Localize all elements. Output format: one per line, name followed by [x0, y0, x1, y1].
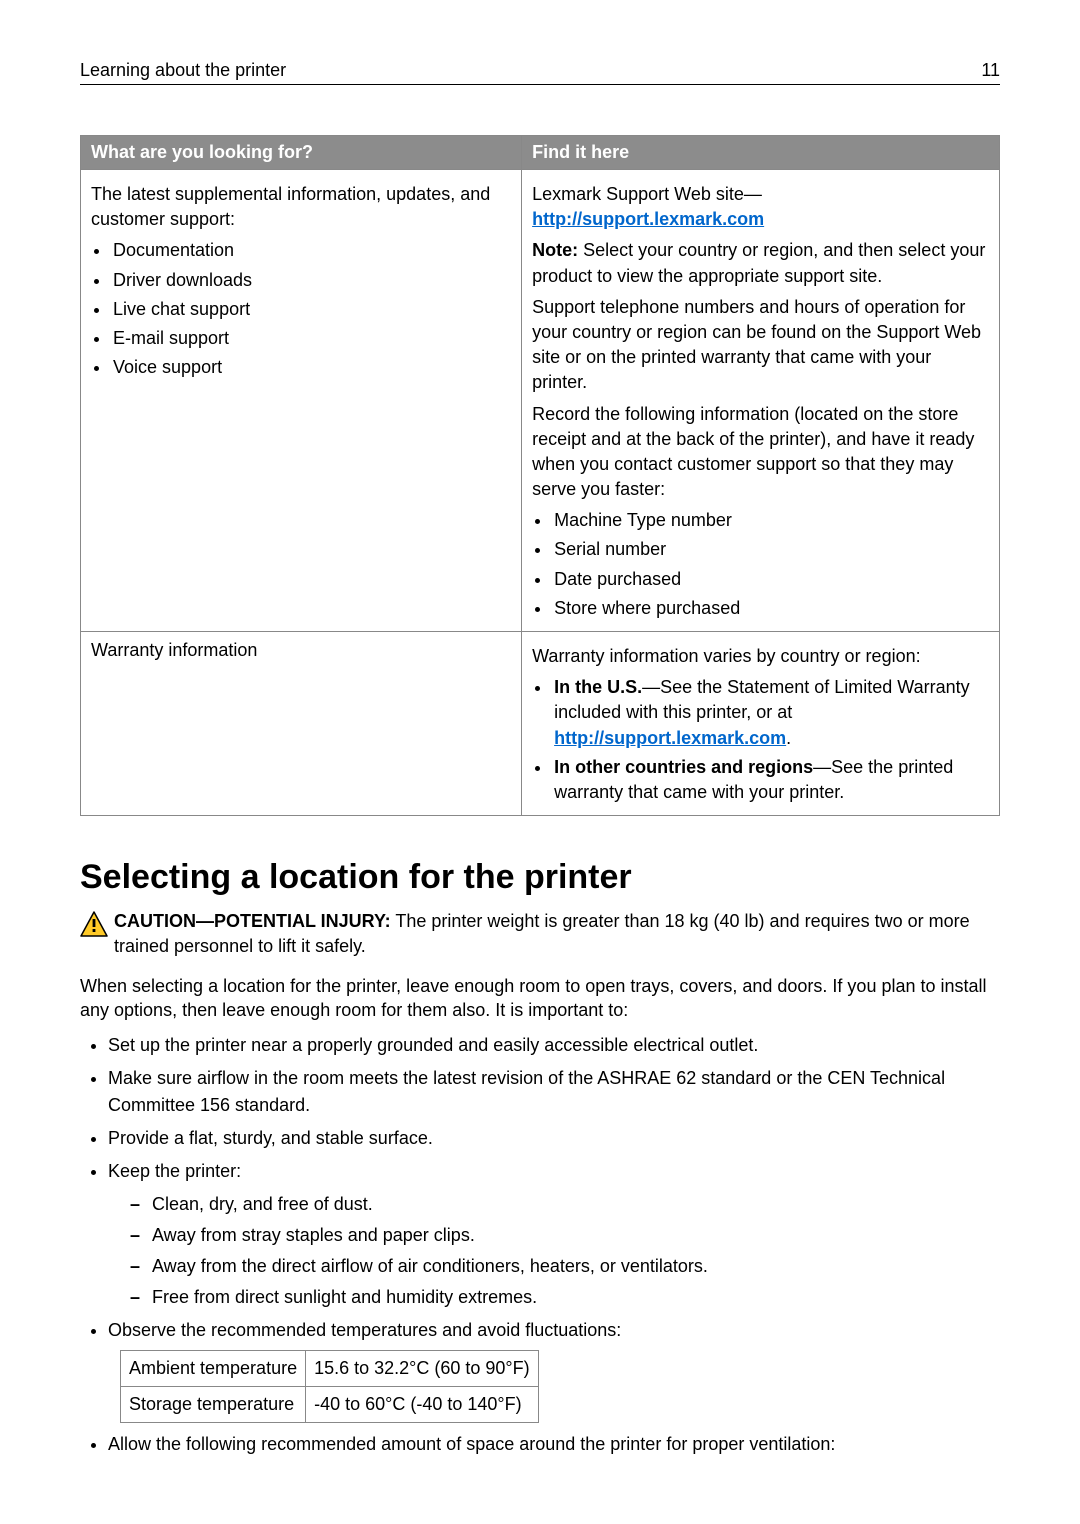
temp-value: -40 to 60°C (-40 to 140°F) [306, 1387, 539, 1423]
list-item: Keep the printer: Clean, dry, and free o… [108, 1158, 1000, 1311]
section-intro: When selecting a location for the printe… [80, 974, 1000, 1023]
list-item: Live chat support [111, 297, 511, 322]
list-item: In the U.S.—See the Statement of Limited… [552, 675, 989, 751]
list-item: Driver downloads [111, 268, 511, 293]
main-list: Set up the printer near a properly groun… [108, 1032, 1000, 1458]
warranty-other-label: In other countries and regions [554, 757, 813, 777]
header-title: Learning about the printer [80, 60, 286, 81]
list-item: Documentation [111, 238, 511, 263]
keep-printer-label: Keep the printer: [108, 1161, 241, 1181]
list-item: Make sure airflow in the room meets the … [108, 1065, 1000, 1119]
caution-icon [80, 911, 108, 944]
page: Learning about the printer 11 What are y… [0, 0, 1080, 1524]
list-item: Date purchased [552, 567, 989, 592]
support-site-label: Lexmark Support Web site— [532, 184, 762, 204]
list-item: Observe the recommended temperatures and… [108, 1317, 1000, 1423]
list-item: Serial number [552, 537, 989, 562]
record-list: Machine Type number Serial number Date p… [552, 508, 989, 621]
col-header-right: Find it here [522, 136, 1000, 170]
warranty-intro: Warranty information varies by country o… [532, 644, 989, 669]
table-row: Warranty information Warranty informatio… [81, 632, 1000, 816]
list-item: Store where purchased [552, 596, 989, 621]
list-item: Set up the printer near a properly groun… [108, 1032, 1000, 1059]
list-item: Voice support [111, 355, 511, 380]
list-item: Clean, dry, and free of dust. [130, 1191, 1000, 1218]
caution-label: CAUTION—POTENTIAL INJURY: [114, 911, 391, 931]
list-item: Free from direct sunlight and humidity e… [130, 1284, 1000, 1311]
caution-text-wrap: CAUTION—POTENTIAL INJURY: The printer we… [114, 909, 1000, 959]
support-intro: The latest supplemental information, upd… [91, 182, 511, 232]
note-label: Note: [532, 240, 578, 260]
list-item: Provide a flat, sturdy, and stable surfa… [108, 1125, 1000, 1152]
temperature-table: Ambient temperature 15.6 to 32.2°C (60 t… [120, 1350, 539, 1423]
section-title: Selecting a location for the printer [80, 858, 1000, 897]
support-site: Lexmark Support Web site— http://support… [532, 182, 989, 232]
warranty-us-period: . [786, 728, 791, 748]
support-site-link[interactable]: http://support.lexmark.com [532, 209, 764, 229]
list-item: Away from stray staples and paper clips. [130, 1222, 1000, 1249]
caution-block: CAUTION—POTENTIAL INJURY: The printer we… [80, 909, 1000, 959]
dash-list: Clean, dry, and free of dust. Away from … [130, 1191, 1000, 1311]
page-number: 11 [981, 60, 1000, 81]
cell-warranty-left: Warranty information [81, 632, 522, 816]
temp-value: 15.6 to 32.2°C (60 to 90°F) [306, 1351, 539, 1387]
warranty-list: In the U.S.—See the Statement of Limited… [552, 675, 989, 805]
support-record-para: Record the following information (locate… [532, 402, 989, 503]
support-phone-para: Support telephone numbers and hours of o… [532, 295, 989, 396]
cell-warranty-right: Warranty information varies by country o… [522, 632, 1000, 816]
page-header: Learning about the printer 11 [80, 60, 1000, 85]
support-note: Note: Select your country or region, and… [532, 238, 989, 288]
table-row: The latest supplemental information, upd… [81, 170, 1000, 632]
list-item: Away from the direct airflow of air cond… [130, 1253, 1000, 1280]
cell-support-left: The latest supplemental information, upd… [81, 170, 522, 632]
cell-support-right: Lexmark Support Web site— http://support… [522, 170, 1000, 632]
list-item: Machine Type number [552, 508, 989, 533]
table-row: Storage temperature -40 to 60°C (-40 to … [121, 1387, 539, 1423]
temp-label: Storage temperature [121, 1387, 306, 1423]
support-list: Documentation Driver downloads Live chat… [111, 238, 511, 380]
table-row: Ambient temperature 15.6 to 32.2°C (60 t… [121, 1351, 539, 1387]
warranty-us-label: In the U.S. [554, 677, 642, 697]
warranty-us-link[interactable]: http://support.lexmark.com [554, 728, 786, 748]
list-item: Allow the following recommended amount o… [108, 1431, 1000, 1458]
col-header-left: What are you looking for? [81, 136, 522, 170]
list-item: In other countries and regions—See the p… [552, 755, 989, 805]
list-item: E-mail support [111, 326, 511, 351]
info-table: What are you looking for? Find it here T… [80, 135, 1000, 816]
temp-intro: Observe the recommended temperatures and… [108, 1320, 621, 1340]
temp-label: Ambient temperature [121, 1351, 306, 1387]
note-text: Select your country or region, and then … [532, 240, 985, 285]
